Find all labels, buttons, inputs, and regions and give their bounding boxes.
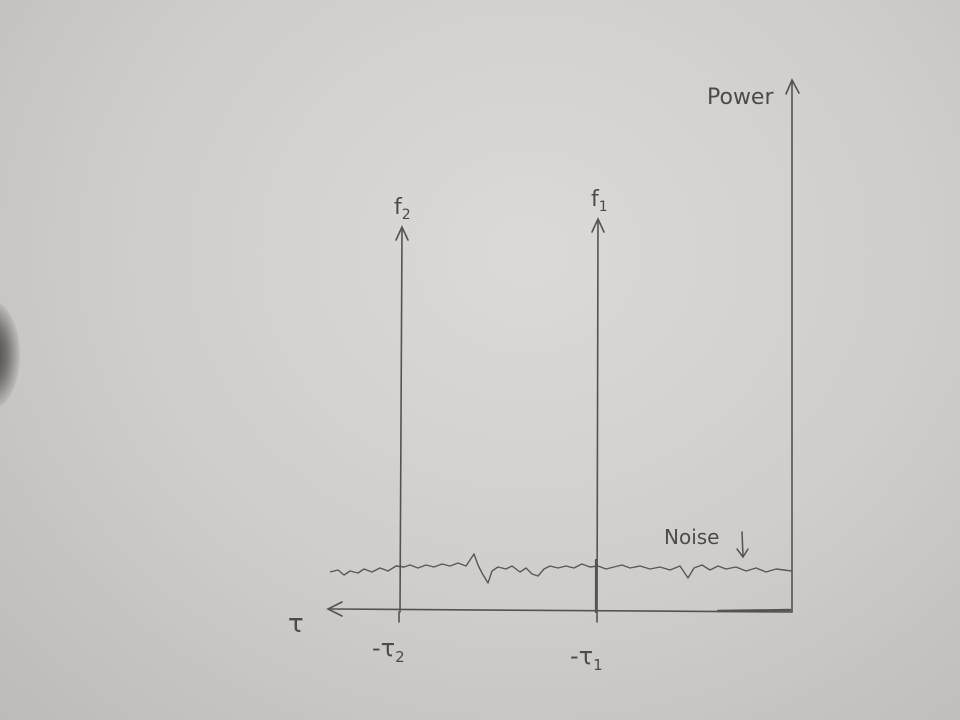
tick-minus-tau2-label: -τ2 bbox=[372, 634, 405, 666]
peak-f1 bbox=[591, 217, 605, 623]
noise-label: Noise bbox=[664, 525, 719, 549]
tau-axis-label: τ bbox=[288, 609, 304, 639]
table-shadow bbox=[0, 300, 20, 410]
power-axis bbox=[785, 78, 800, 613]
peak-f2-label: f2 bbox=[394, 195, 411, 223]
tau-axis bbox=[326, 601, 793, 617]
noise-arrow bbox=[736, 531, 749, 559]
noise-line bbox=[329, 553, 793, 584]
peak-f1-label: f1 bbox=[591, 187, 608, 215]
tick-minus-tau1-label: -τ1 bbox=[570, 642, 603, 674]
power-axis-label: Power bbox=[707, 85, 774, 110]
peak-f2 bbox=[395, 225, 409, 623]
